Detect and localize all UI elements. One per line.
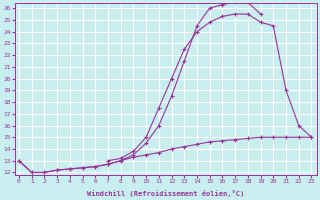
X-axis label: Windchill (Refroidissement éolien,°C): Windchill (Refroidissement éolien,°C) xyxy=(87,190,244,197)
